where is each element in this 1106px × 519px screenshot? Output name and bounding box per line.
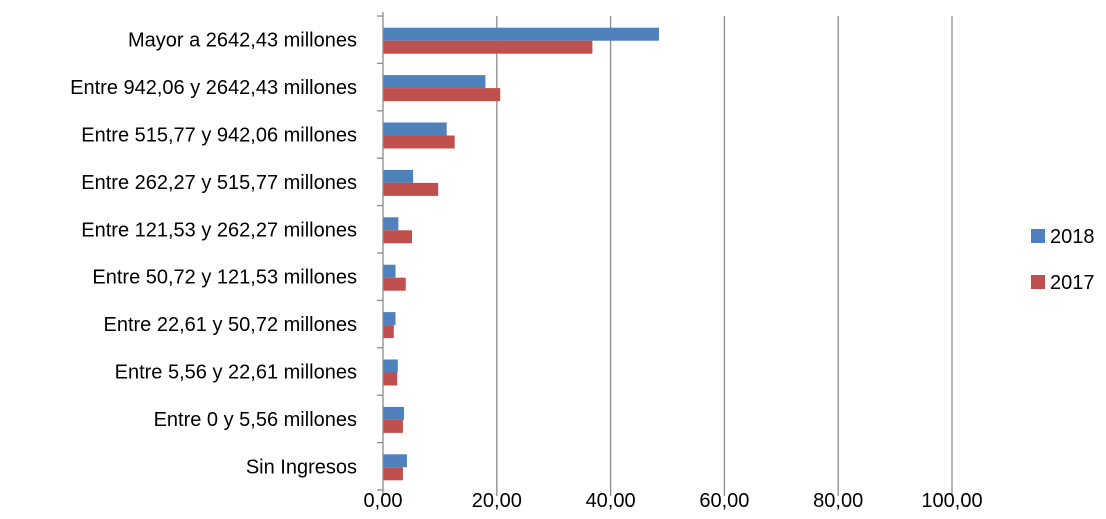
bar-2017: [383, 88, 501, 102]
legend: 2018 2017: [1031, 226, 1095, 294]
bar-2017: [383, 372, 398, 386]
category-label: Sin Ingresos: [246, 456, 357, 478]
gridlines: [496, 16, 953, 490]
legend-label: 2017: [1050, 272, 1095, 294]
x-tick-label: 100,00: [921, 490, 982, 512]
axes: 0,00 20,00 40,00 60,00 80,00 100,00 Mayor a 26…: [70, 12, 983, 512]
bar-2018: [383, 312, 396, 326]
bars: [383, 27, 659, 481]
x-tick-label: 60,00: [699, 490, 749, 512]
category-label: Entre 0 y 5,56 millones: [154, 409, 357, 431]
category-label: Entre 262,27 y 515,77 millones: [81, 172, 357, 194]
bar-2018: [383, 359, 398, 373]
bar-2018: [383, 264, 396, 278]
bar-2017: [383, 40, 593, 54]
bar-2018: [383, 454, 407, 468]
bar-2017: [383, 277, 406, 291]
bar-2017: [383, 325, 394, 339]
category-label: Entre 50,72 y 121,53 millones: [92, 267, 357, 289]
legend-label: 2018: [1050, 226, 1095, 248]
category-label: Entre 942,06 y 2642,43 millones: [70, 77, 357, 99]
x-tick-label: 0,00: [364, 490, 403, 512]
bar-2017: [383, 419, 403, 433]
bar-2018: [383, 75, 486, 89]
bar-2018: [383, 406, 405, 420]
legend-swatch-2017: [1031, 275, 1045, 289]
bar-2017: [383, 230, 413, 244]
bar-2017: [383, 135, 455, 149]
bar-2018: [383, 217, 399, 231]
bar-2017: [383, 467, 403, 481]
category-label: Mayor a 2642,43 millones: [128, 30, 357, 52]
category-label: Entre 5,56 y 22,61 millones: [115, 362, 357, 384]
legend-swatch-2018: [1031, 229, 1045, 243]
bar-2017: [383, 182, 439, 196]
bar-2018: [383, 169, 414, 183]
x-tick-label: 80,00: [813, 490, 863, 512]
x-tick-label: 20,00: [472, 490, 522, 512]
category-label: Entre 22,61 y 50,72 millones: [104, 314, 358, 336]
bar-2018: [383, 27, 659, 41]
category-label: Entre 121,53 y 262,27 millones: [81, 219, 357, 241]
bar-2018: [383, 122, 447, 136]
x-tick-label: 40,00: [586, 490, 636, 512]
category-label: Entre 515,77 y 942,06 millones: [81, 125, 357, 147]
